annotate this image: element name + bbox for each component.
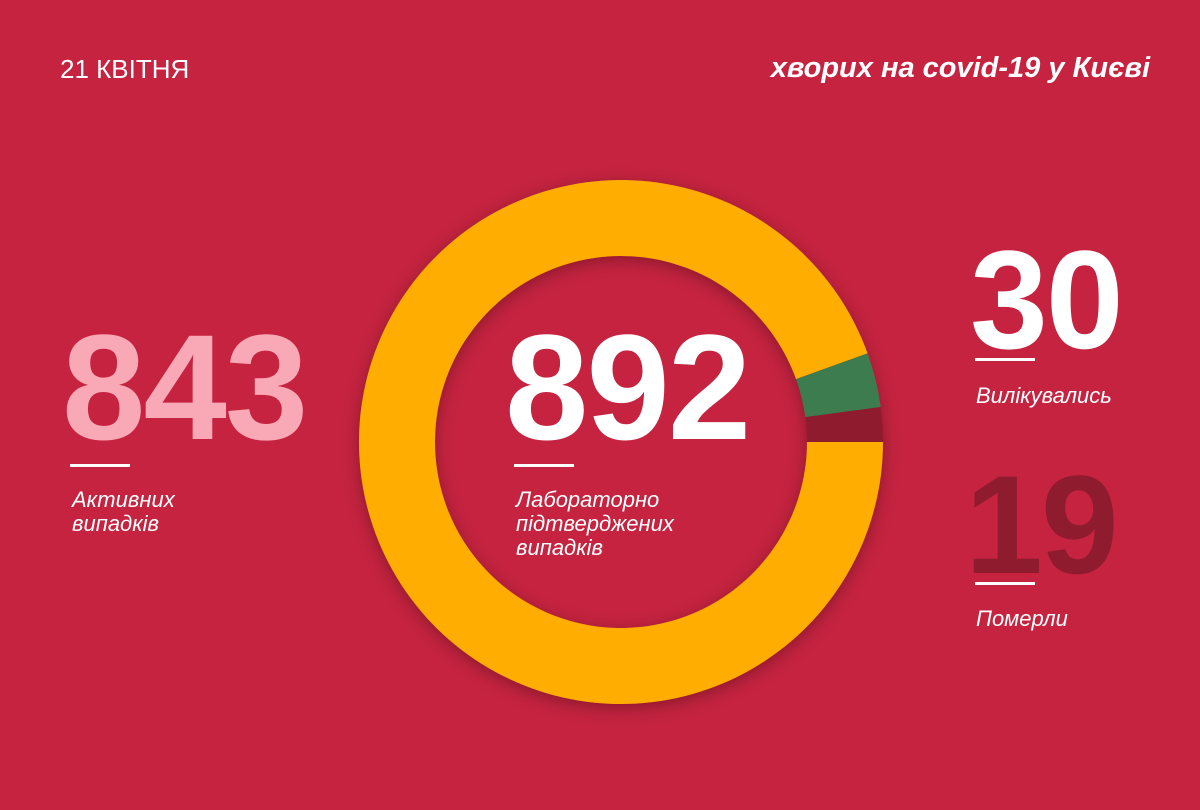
title: хворих на covid-19 у Києві	[770, 52, 1150, 84]
value-label: 19	[965, 446, 1119, 603]
total-label: Лабораторно підтверджених випадків	[516, 487, 674, 560]
rule	[514, 464, 574, 467]
value-label: 30	[970, 221, 1124, 378]
value-label: 843	[62, 303, 308, 471]
category-label: Активних випадків	[72, 487, 175, 536]
rule	[975, 358, 1035, 361]
segment	[796, 353, 881, 418]
donut	[359, 179, 884, 705]
category-label: Померли	[976, 606, 1068, 631]
total: 892	[505, 303, 751, 471]
rule	[975, 582, 1035, 585]
rule	[70, 464, 130, 467]
date: 21 КВІТНЯ	[60, 54, 190, 84]
segment	[805, 407, 883, 442]
category-label: Вилікувались	[976, 383, 1112, 408]
